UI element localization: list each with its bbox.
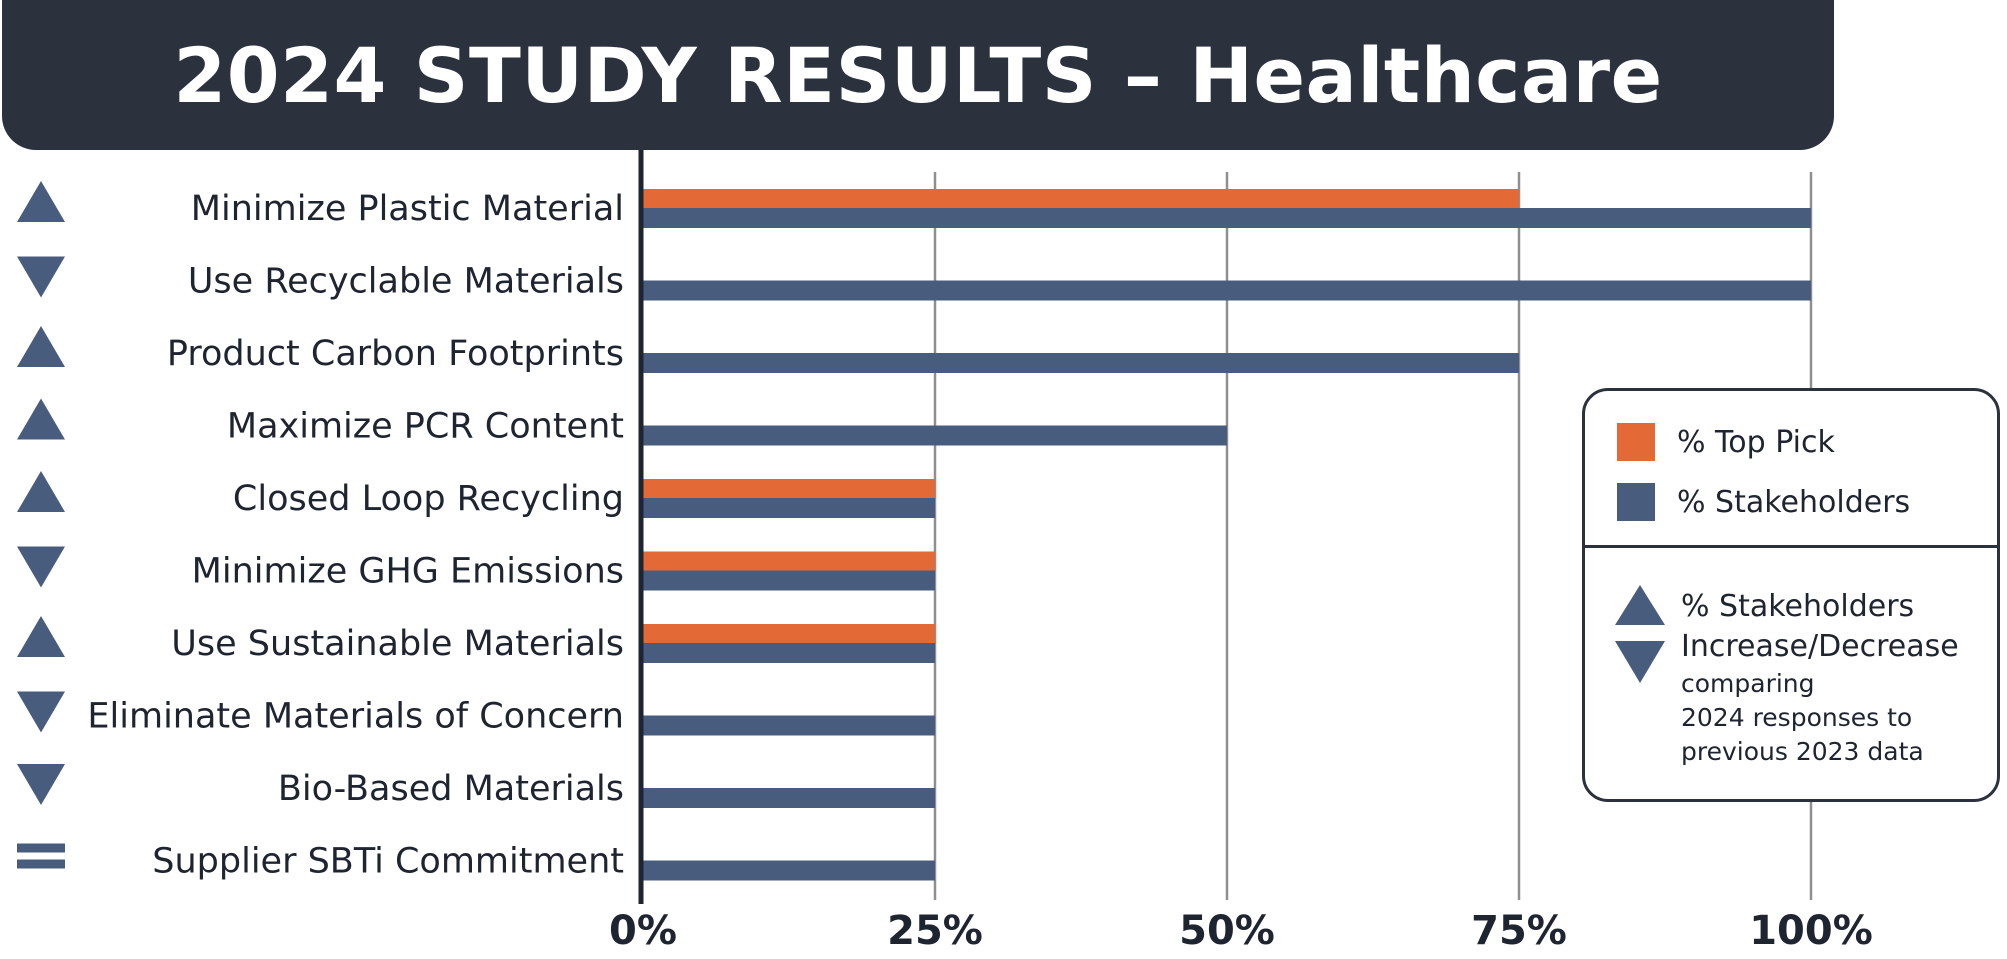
bar-top-pick [643,189,1519,208]
triangle-down-icon [17,764,65,805]
triangle-down-icon [17,546,65,588]
legend-label-stakeholders: % Stakeholders [1677,484,1911,520]
category-label: Bio-Based Materials [278,769,624,809]
category-label: Closed Loop Recycling [233,479,624,519]
legend-trend-text: % Stakeholders Increase/Decrease compari… [1681,587,1959,769]
title-banner: 2024 STUDY RESULTS – Healthcare [2,0,1834,150]
x-tick-label: 75% [1471,908,1567,954]
category-label: Minimize Plastic Material [191,189,624,229]
legend: % Top Pick % Stakeholders % Stakeholders… [1582,388,2000,802]
stakeholders-swatch [1617,483,1655,521]
category-label: Minimize GHG Emissions [192,552,624,592]
triangle-up-icon [1615,585,1665,625]
category-label: Use Sustainable Materials [171,624,624,664]
bar-stakeholders [643,643,935,663]
category-label: Use Recyclable Materials [188,262,624,302]
legend-item-stakeholders: % Stakeholders [1617,483,1910,521]
bar-stakeholders [643,425,1227,446]
legend-item-top-pick: % Top Pick [1617,423,1835,461]
bar-stakeholders [643,788,935,808]
triangle-down-icon [17,256,65,298]
triangle-up-icon [17,181,65,222]
bar-stakeholders [643,498,935,518]
trend-title-line-2: Increase/Decrease [1681,629,1959,664]
x-tick-label: 100% [1749,908,1873,954]
bar-stakeholders [643,860,935,881]
category-label: Eliminate Materials of Concern [87,697,624,737]
trend-note-line-2: 2024 responses to [1681,703,1913,732]
x-tick-label: 50% [1179,908,1275,954]
trend-note-line-3: previous 2023 data [1681,737,1924,766]
triangle-up-icon [17,616,65,657]
triangle-down-icon [17,691,65,733]
trend-title-line-1: % Stakeholders [1681,589,1915,624]
chart-title: 2024 STUDY RESULTS – Healthcare [173,30,1663,120]
bar-stakeholders [643,208,1811,228]
category-label: Maximize PCR Content [227,407,624,447]
bar-top-pick [643,624,935,643]
bar-stakeholders [643,570,935,591]
equal-icon [17,843,65,853]
top-pick-swatch [1617,423,1655,461]
trend-note-line-1: comparing [1681,669,1815,698]
category-label: Supplier SBTi Commitment [152,842,624,882]
bar-stakeholders [643,280,1811,301]
triangle-up-icon [17,398,65,440]
x-tick-label: 0% [609,908,677,954]
bar-stakeholders [643,353,1519,373]
bar-top-pick [643,551,935,571]
category-label: Product Carbon Footprints [167,334,624,374]
bar-top-pick [643,479,935,498]
triangle-up-icon [17,471,65,512]
legend-label-top-pick: % Top Pick [1677,424,1835,460]
x-tick-label: 25% [887,908,983,954]
bar-stakeholders [643,715,935,736]
equal-icon [17,859,65,869]
legend-trend-icons [1613,583,1667,691]
triangle-up-icon [17,326,65,367]
triangle-down-icon [1615,641,1665,683]
legend-divider [1585,545,1997,548]
